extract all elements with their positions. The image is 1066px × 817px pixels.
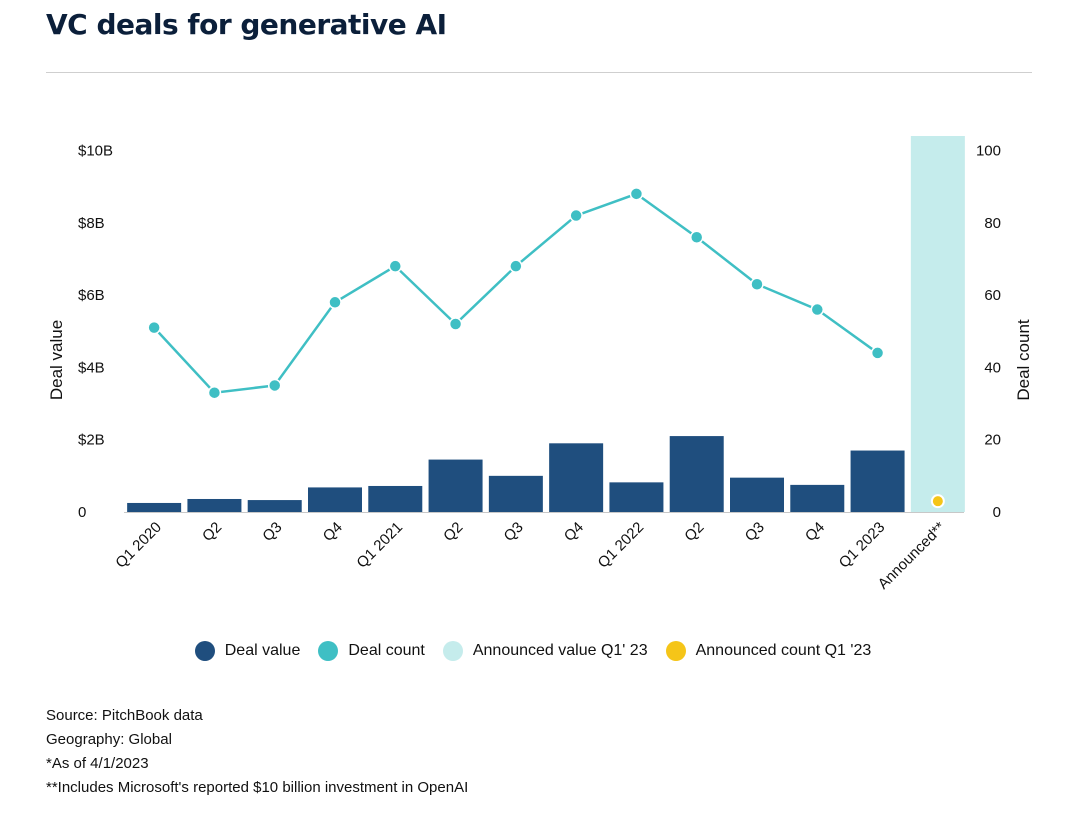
legend-swatch-deal-count	[318, 641, 339, 661]
legend-label-announced-value: Announced value Q1' 23	[472, 642, 648, 659]
point-deal-count-4-q1-2021	[388, 259, 403, 273]
date-note: *As of 4/1/2023	[46, 755, 149, 772]
x-tick-11-q4: Q4	[802, 519, 828, 545]
x-tick-6-q3: Q3	[501, 519, 527, 545]
bar-deal-value-1-q2	[187, 498, 242, 512]
chart: 0 $2B $4B $6B $8B $10B 0 20 40 60 80 100 Q1 2020 Q2 Q…	[47, 136, 1033, 593]
legend-label-deal-count: Deal count	[348, 642, 425, 659]
x-tick-5-q2: Q2	[440, 519, 466, 545]
bar-deal-value-4-q1-2021	[368, 485, 423, 512]
point-deal-count-8-q1-2022	[629, 187, 644, 201]
legend-swatch-deal-value	[194, 641, 215, 661]
y-right-tick-20: 20	[984, 432, 1001, 449]
bar-announced-value-announced	[910, 136, 965, 512]
bar-deal-value-12-q1-2023	[850, 450, 905, 512]
bar-deal-value-5-q2	[428, 459, 483, 512]
legend-swatch-announced-count	[665, 641, 686, 661]
bar-deal-value-3-q4	[308, 487, 362, 512]
bar-deal-value-7-q4	[549, 443, 604, 512]
announced-note: **Includes Microsoft's reported $10 bill…	[46, 779, 469, 796]
bar-deal-value-11-q4	[790, 484, 845, 512]
point-deal-count-11-q4	[810, 302, 825, 317]
y-left-tick-2b: $2B	[78, 432, 105, 449]
x-tick-4-q1-2021: Q1 2021	[353, 519, 406, 572]
legend-label-deal-value: Deal value	[224, 642, 301, 659]
point-deal-count-7-q4	[569, 208, 583, 223]
x-tick-8-q1-2022: Q1 2022	[595, 519, 648, 572]
y-left-tick-6b: $6B	[78, 287, 105, 304]
bar-deal-value-8-q1-2022	[609, 482, 664, 512]
legend: Deal value Deal count Announced value Q1…	[0, 640, 1066, 662]
x-tick-10-q3: Q3	[742, 519, 768, 545]
point-deal-count-0-q1-2020	[147, 320, 161, 335]
y-left-tick-0: 0	[78, 504, 86, 521]
legend-swatch-announced-value	[442, 641, 463, 661]
point-deal-count-1-q2	[207, 385, 222, 400]
point-deal-count-2-q3	[267, 378, 282, 393]
bar-deal-value-9-q2	[669, 436, 724, 512]
legend-item-deal-value: Deal value	[194, 641, 301, 661]
footnotes: Source: PitchBook data Geography: Global…	[46, 704, 468, 800]
legend-item-announced-count: Announced count Q1 '23	[665, 641, 872, 661]
x-tick-12-q1-2023: Q1 2023	[836, 519, 889, 572]
y-left-tick-8b: $8B	[78, 215, 105, 232]
x-tick-2-q3: Q3	[259, 519, 285, 545]
source-note: Source: PitchBook data	[46, 707, 203, 724]
y-right-tick-80: 80	[984, 215, 1001, 232]
legend-item-deal-count: Deal count	[318, 641, 425, 661]
title-divider	[46, 72, 1032, 73]
x-tick-9-q2: Q2	[681, 519, 707, 545]
point-deal-count-9-q2	[689, 230, 704, 244]
y-right-tick-0: 0	[993, 504, 1001, 521]
x-tick-7-q4: Q4	[561, 519, 587, 545]
point-deal-count-3-q4	[328, 295, 342, 310]
point-deal-count-6-q3	[509, 259, 523, 273]
y-right-tick-60: 60	[984, 287, 1001, 304]
legend-item-announced-value: Announced value Q1' 23	[442, 641, 648, 661]
point-announced-count	[930, 494, 945, 509]
y-axis-left-title: Deal value	[47, 320, 66, 400]
point-deal-count-5-q2	[448, 317, 463, 331]
bar-deal-value-6-q3	[488, 475, 543, 512]
y-axis-right-title: Deal count	[1014, 319, 1033, 401]
y-right-tick-40: 40	[984, 359, 1001, 376]
bar-deal-value-10-q3	[730, 477, 784, 512]
line-deal-count	[153, 192, 879, 395]
y-left-tick-4b: $4B	[78, 359, 105, 376]
bar-deal-value-2-q3	[247, 500, 302, 512]
bar-deal-value-0-q1-2020	[127, 502, 182, 512]
x-tick-3-q4: Q4	[320, 519, 346, 545]
y-right-tick-100: 100	[976, 142, 1001, 159]
geography-note: Geography: Global	[46, 731, 172, 748]
point-deal-count-10-q3	[750, 277, 764, 291]
legend-label-announced-count: Announced count Q1 '23	[695, 642, 872, 659]
chart-title: VC deals for generative AI	[46, 8, 447, 41]
point-deal-count-12-q1-2023	[870, 346, 885, 360]
x-tick-0-q1-2020: Q1 2020	[112, 519, 165, 572]
x-tick-1-q2: Q2	[199, 519, 225, 545]
y-left-tick-10b: $10B	[78, 142, 113, 159]
